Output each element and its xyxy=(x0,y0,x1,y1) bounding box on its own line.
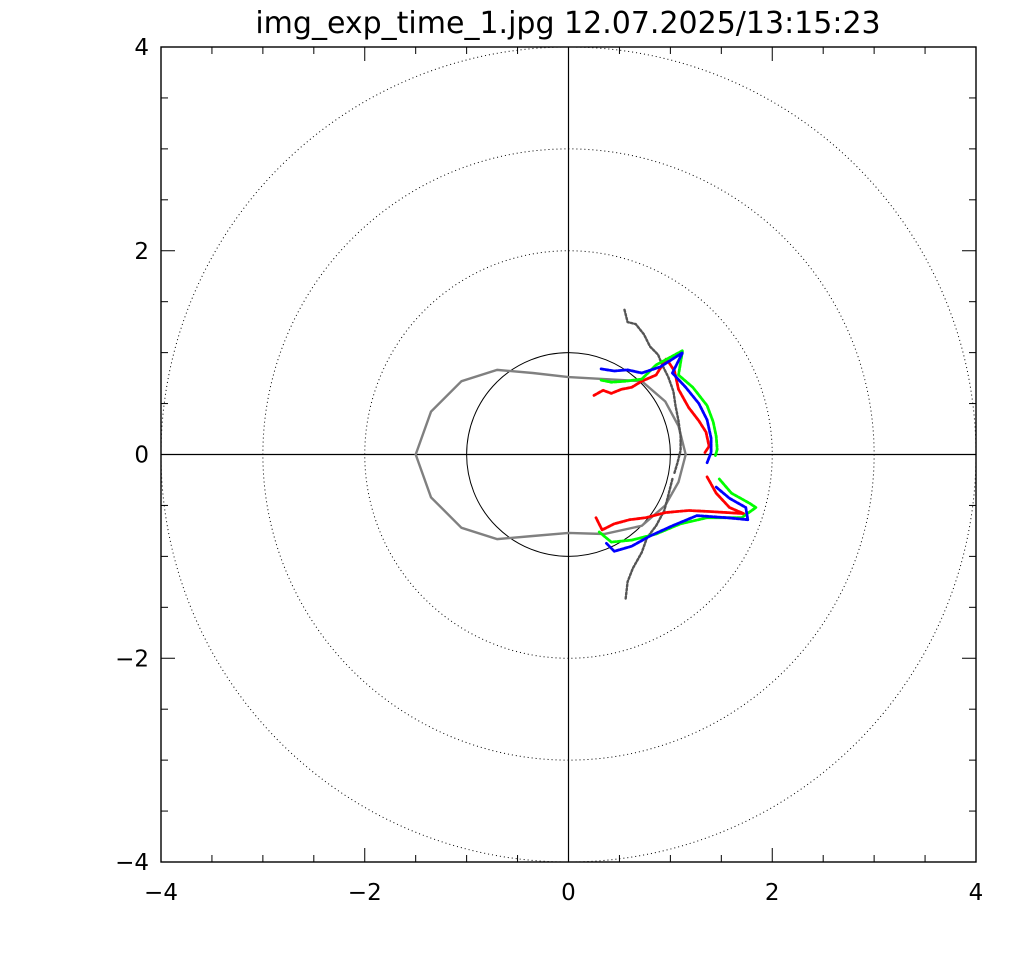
y-tick-label: −2 xyxy=(115,646,149,672)
y-tick-label: 4 xyxy=(134,35,149,61)
series-gray-segment-1 xyxy=(623,308,682,474)
y-tick-label: −4 xyxy=(115,850,149,876)
series-green-segment-1 xyxy=(599,349,719,458)
y-tick-label: 2 xyxy=(134,239,149,265)
x-tick-label: 4 xyxy=(969,880,984,906)
y-tick-label: 0 xyxy=(134,443,149,469)
series-blue xyxy=(599,351,750,553)
x-tick-label: −2 xyxy=(348,880,382,906)
series-blue-segment-1 xyxy=(599,351,713,465)
series-blue-segment-2 xyxy=(604,485,750,553)
x-tick-label: 2 xyxy=(765,880,780,906)
x-tick-label: 0 xyxy=(561,880,576,906)
x-tick-label: −4 xyxy=(144,880,178,906)
series-red-segment-2 xyxy=(594,475,746,532)
chart-title: img_exp_time_1.jpg 12.07.2025/13:15:23 xyxy=(255,6,880,41)
